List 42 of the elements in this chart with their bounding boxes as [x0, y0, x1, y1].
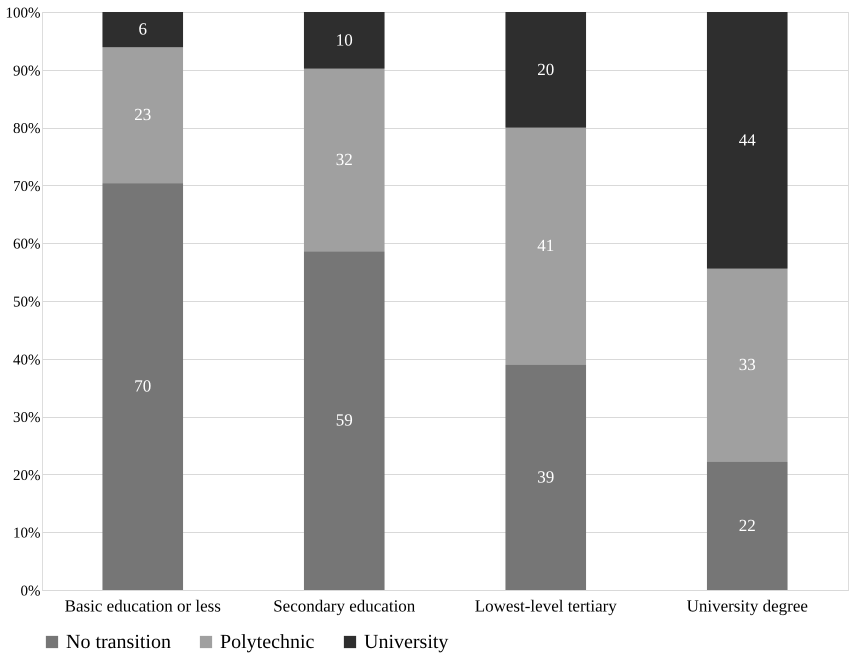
y-tick-label: 60% — [13, 236, 40, 253]
legend-label: No transition — [66, 631, 171, 653]
legend-label: Polytechnic — [220, 631, 315, 653]
x-tick-label: Secondary education — [273, 596, 416, 616]
bar — [505, 364, 586, 590]
data-label: 10 — [336, 30, 353, 50]
y-tick-label: 30% — [13, 410, 40, 426]
y-tick-label: 70% — [13, 178, 40, 195]
data-label: 33 — [738, 355, 756, 374]
y-tick-label: 80% — [13, 121, 40, 138]
bar — [102, 183, 184, 590]
bar — [706, 12, 788, 269]
data-label: 22 — [738, 516, 756, 535]
y-tick-label: 10% — [13, 526, 40, 542]
bar — [102, 47, 184, 184]
x-tick-label: Lowest-level tertiary — [474, 596, 618, 616]
bar — [102, 12, 184, 48]
bar — [505, 128, 586, 365]
bar — [304, 12, 385, 69]
bar — [304, 68, 385, 252]
y-tick-label: 50% — [13, 294, 40, 310]
data-label: 20 — [537, 60, 554, 79]
bar — [706, 268, 788, 462]
data-label: 41 — [537, 236, 554, 256]
data-label: 39 — [537, 467, 554, 486]
y-tick-label: 100% — [6, 6, 40, 22]
data-label: 59 — [336, 410, 353, 430]
bar — [505, 12, 586, 128]
bar — [706, 462, 788, 590]
y-tick-label: 0% — [20, 584, 40, 600]
bar — [304, 251, 385, 590]
x-tick-label: Basic education or less — [64, 596, 221, 616]
data-label: 32 — [336, 150, 353, 169]
x-tick-label: University degree — [686, 596, 808, 616]
data-label: 44 — [738, 130, 756, 150]
y-tick-label: 90% — [13, 63, 40, 80]
data-label: 70 — [134, 376, 152, 396]
y-tick-label: 40% — [13, 352, 40, 368]
data-label: 23 — [134, 105, 152, 124]
legend-label: University — [364, 631, 448, 653]
data-label: 6 — [138, 20, 147, 39]
y-tick-label: 20% — [13, 468, 40, 484]
